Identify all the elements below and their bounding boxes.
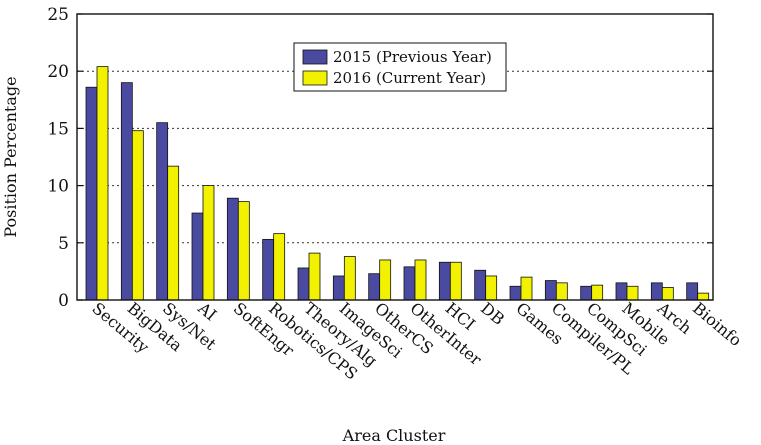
bars [85, 66, 710, 301]
grid-lines [77, 70, 713, 244]
bar-2016-14 [591, 284, 604, 301]
bar-2016-11 [485, 275, 498, 301]
bar-2016-15 [626, 285, 639, 301]
bar-2016-6 [308, 252, 321, 301]
bar-2015-0 [85, 86, 98, 301]
bar-2016-12 [520, 276, 533, 301]
bar-2015-11 [474, 269, 487, 301]
bar-2016-3 [202, 185, 215, 301]
legend-swatch-2016 [302, 70, 328, 86]
bar-2015-9 [403, 266, 416, 301]
legend-swatch-2015 [302, 49, 328, 65]
bar-2015-14 [580, 285, 593, 301]
bar-2016-2 [167, 165, 180, 301]
x-tick-label-11: DB [477, 299, 508, 329]
bar-2015-17 [686, 282, 699, 301]
y-tick-label-10: 10 [47, 177, 69, 197]
plot-frame [76, 13, 714, 301]
legend-box [293, 42, 507, 92]
y-axis-title: Position Percentage [1, 76, 20, 237]
bar-2016-9 [414, 259, 427, 301]
bar-2016-1 [131, 130, 144, 301]
legend-label-2015: 2015 (Previous Year) [333, 48, 492, 66]
bar-2016-7 [343, 256, 356, 301]
legend: 2015 (Previous Year) 2016 (Current Year) [293, 42, 507, 92]
x-axis-title: Area Cluster [342, 426, 446, 445]
y-tick-label-20: 20 [47, 62, 69, 82]
bar-2015-2 [156, 122, 169, 301]
bar-2015-13 [544, 280, 557, 301]
bar-2016-4 [237, 201, 250, 301]
y-tick-label-0: 0 [58, 291, 69, 311]
bar-2015-3 [191, 212, 204, 301]
bar-2015-10 [438, 261, 451, 301]
bar-2016-13 [555, 282, 568, 301]
y-tick-label-25: 25 [47, 5, 69, 25]
bar-2015-1 [120, 82, 133, 301]
bar-2015-16 [650, 282, 663, 301]
y-tick-label-15: 15 [47, 119, 69, 139]
y-axis: 0 5 10 15 20 25 [47, 5, 713, 311]
y-tick-label-5: 5 [58, 234, 69, 254]
bar-2015-8 [368, 273, 381, 301]
bar-2016-0 [96, 66, 109, 301]
x-tick-label-17: Bioinfo [689, 299, 745, 351]
bar-2015-5 [262, 238, 275, 301]
bar-2016-16 [661, 287, 674, 301]
bar-2016-5 [273, 233, 286, 301]
legend-label-2016: 2016 (Current Year) [333, 69, 486, 87]
bar-2016-10 [449, 261, 462, 301]
bar-2015-4 [226, 197, 239, 301]
bar-2015-12 [509, 285, 522, 301]
bar-2015-7 [332, 275, 345, 301]
bar-2015-6 [297, 267, 310, 301]
bar-2015-15 [615, 282, 628, 301]
bar-2016-8 [379, 259, 392, 301]
